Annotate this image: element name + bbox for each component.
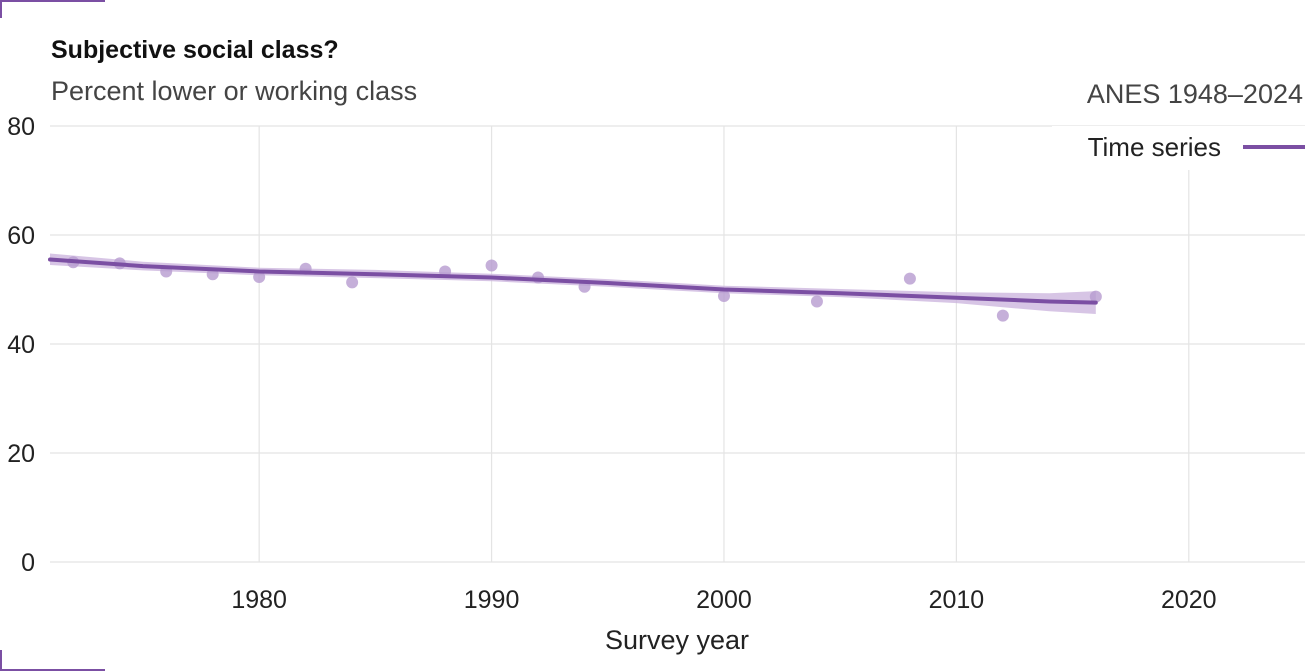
trend-line bbox=[48, 257, 1098, 305]
y-tick-label: 20 bbox=[7, 440, 35, 468]
confidence-band-layer bbox=[50, 253, 1096, 314]
chart-source: ANES 1948–2024 bbox=[1086, 79, 1303, 109]
data-point bbox=[717, 290, 730, 303]
corner-mark-bottom-vertical bbox=[0, 650, 2, 671]
chart-title: Subjective social class? bbox=[51, 36, 339, 64]
data-point bbox=[253, 270, 266, 283]
legend-label: Time series bbox=[1088, 132, 1221, 162]
y-tick-label: 80 bbox=[7, 113, 35, 141]
y-tick-label: 40 bbox=[7, 331, 35, 359]
corner-mark-top bbox=[0, 0, 105, 2]
data-point bbox=[1089, 290, 1102, 303]
trend-line-layer bbox=[48, 257, 1098, 305]
grid-lines bbox=[50, 125, 1305, 563]
data-point bbox=[485, 259, 498, 272]
x-tick-label: 1990 bbox=[464, 586, 520, 614]
x-tick-label: 2020 bbox=[1161, 586, 1217, 614]
x-tick-label: 2000 bbox=[696, 586, 752, 614]
chart-subtitle: Percent lower or working class bbox=[51, 76, 418, 106]
data-point bbox=[996, 309, 1009, 322]
y-tick-label: 0 bbox=[21, 549, 35, 577]
confidence-band bbox=[50, 253, 1096, 314]
data-point bbox=[346, 276, 359, 289]
x-tick-label: 1980 bbox=[231, 586, 287, 614]
data-point bbox=[903, 272, 916, 285]
y-tick-label: 60 bbox=[7, 222, 35, 250]
x-axis-label: Survey year bbox=[605, 625, 749, 655]
x-tick-label: 2010 bbox=[929, 586, 985, 614]
corner-mark-bottom bbox=[0, 669, 105, 671]
tick-labels-layer: 0 20 40 60 80 1980 1990 2000 2010 2020 bbox=[7, 113, 1216, 614]
data-point bbox=[810, 295, 823, 308]
corner-mark-top-vertical bbox=[0, 0, 2, 18]
